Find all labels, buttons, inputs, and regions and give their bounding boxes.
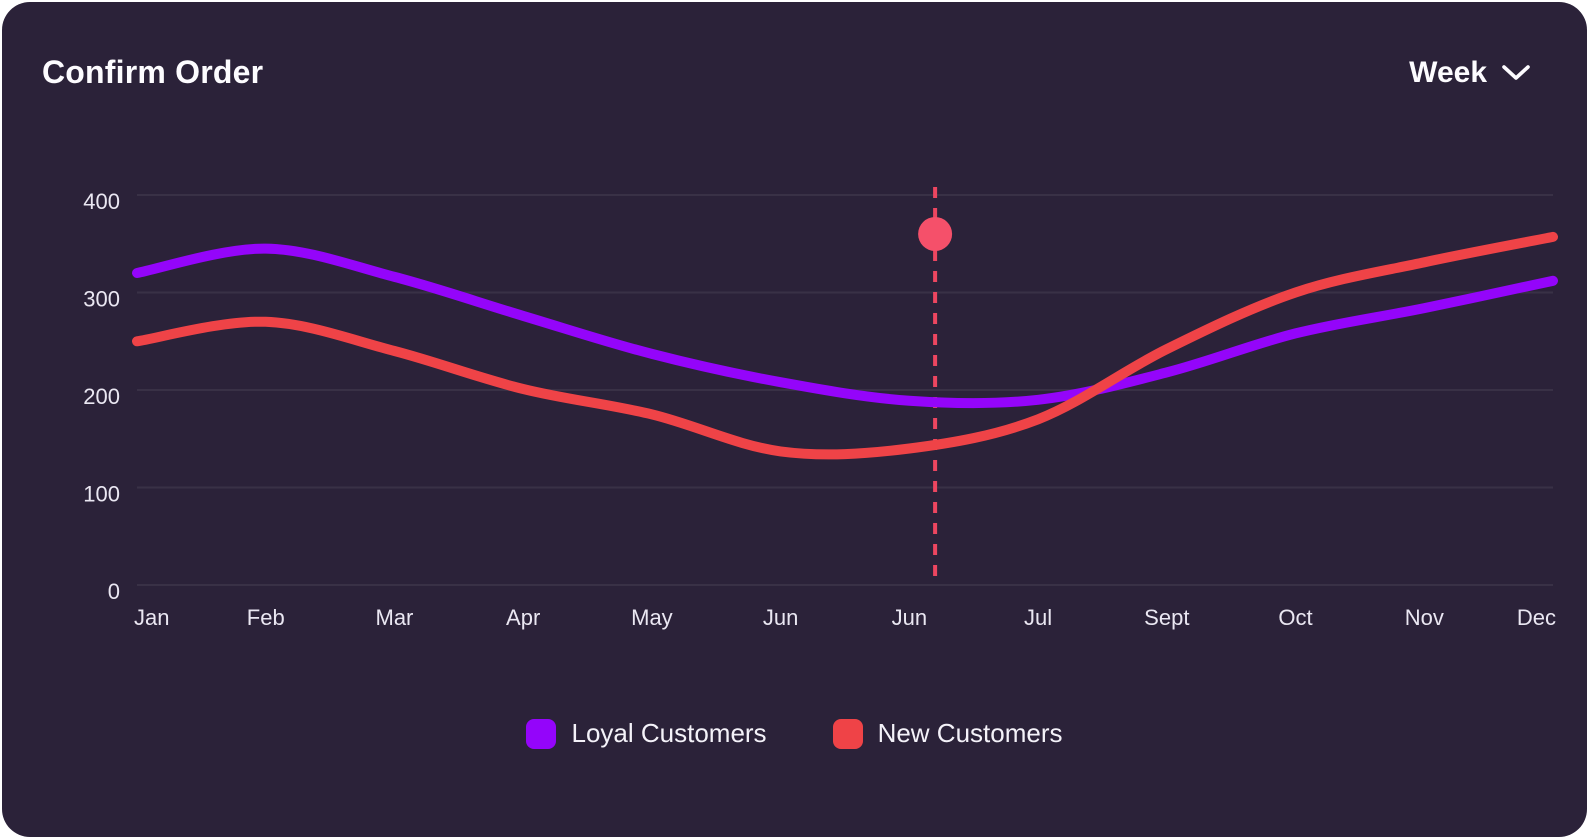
period-selector[interactable]: Week [1409,56,1531,90]
series-line-loyal-customers [132,243,1558,409]
x-axis-label: Nov [1405,605,1444,630]
x-axis-label: May [631,605,673,630]
legend-item-loyal-customers[interactable]: Loyal Customers [526,718,767,749]
x-axis-label: Oct [1278,605,1312,630]
legend-item-new-customers[interactable]: New Customers [832,718,1063,749]
x-axis-label: Jan [134,605,169,630]
legend-label-new-customers: New Customers [877,718,1063,748]
series-line-new-customers [132,231,1558,460]
marker-dot [918,217,953,251]
y-axis-label: 0 [108,579,120,604]
page-title: Confirm Order [42,54,264,90]
legend-label-loyal-customers: Loyal Customers [571,718,767,748]
x-axis-label: Jun [892,605,927,630]
x-axis-label: Jun [763,605,798,630]
y-axis-label: 300 [83,287,120,312]
x-axis-label: Mar [376,605,414,630]
y-axis-label: 100 [83,482,120,507]
x-axis-label: Dec [1517,605,1556,630]
card-header: Confirm Order Week [42,54,1531,91]
x-axis-label: Feb [247,605,285,630]
x-axis-label: Jul [1024,605,1052,630]
period-selector-label: Week [1409,55,1487,89]
y-axis-label: 200 [83,384,120,409]
chart-legend: Loyal Customers New Customers [2,718,1587,749]
x-axis-label: Apr [506,605,540,630]
x-axis-label: Sept [1144,605,1189,630]
chevron-down-icon [1502,64,1530,80]
legend-swatch-loyal-customers [526,718,557,749]
y-axis-label: 400 [83,189,120,214]
legend-swatch-new-customers [832,718,863,749]
